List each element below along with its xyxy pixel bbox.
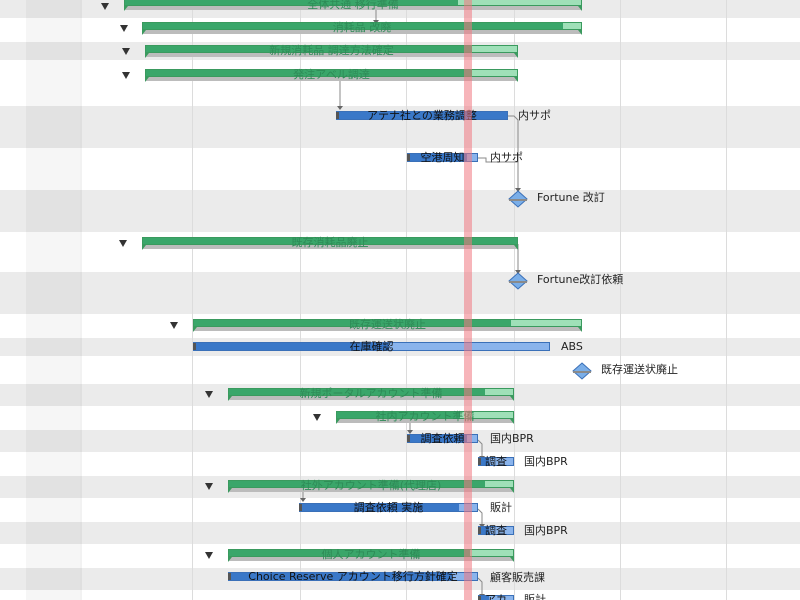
task-label: 調査 (485, 524, 507, 537)
task-resource: ABS (561, 340, 583, 353)
disclosure-triangle-down-icon[interactable] (101, 3, 109, 10)
task-label: 調査 (485, 455, 507, 468)
summary-bar[interactable] (228, 549, 514, 562)
milestone-diamond-icon[interactable] (572, 362, 592, 380)
task-progress (479, 527, 490, 534)
timeline-gridline (514, 0, 515, 600)
summary-label: 発注アベル調達 (293, 68, 370, 81)
task-resource: 内サポ (490, 151, 523, 164)
summary-label: 新規消耗品 調達方法確定 (269, 44, 394, 57)
summary-progress (143, 23, 564, 29)
task-label: Choice Reserve アカウント移行方針確定 (248, 570, 458, 583)
summary-label: 全体共通 移行準備 (307, 0, 399, 11)
task-label: アカ (485, 593, 507, 600)
task-resource: 国内BPR (524, 455, 568, 468)
today-marker (464, 0, 472, 600)
task-progress (229, 573, 453, 580)
summary-progress (146, 70, 473, 76)
timeline-gridline (300, 0, 301, 600)
disclosure-triangle-down-icon[interactable] (122, 48, 130, 55)
summary-progress (229, 550, 471, 556)
task-bar[interactable] (478, 457, 514, 466)
disclosure-triangle-down-icon[interactable] (205, 483, 213, 490)
task-progress (408, 435, 467, 442)
milestone-label: Fortune 改訂 (537, 191, 605, 204)
milestone-label: 既存運送状廃止 (601, 363, 678, 376)
task-label: 調査依頼 実施 (353, 501, 424, 514)
task-bar[interactable] (193, 342, 550, 351)
milestone-label: Fortune改訂依頼 (537, 273, 624, 286)
summary-bar[interactable] (193, 319, 582, 332)
disclosure-triangle-down-icon[interactable] (205, 391, 213, 398)
row-background (0, 190, 800, 232)
task-progress (337, 112, 507, 119)
timeline-gridline (620, 0, 621, 600)
disclosure-triangle-down-icon[interactable] (170, 322, 178, 329)
task-bar[interactable] (478, 595, 514, 600)
summary-bar[interactable] (228, 480, 514, 493)
disclosure-triangle-down-icon[interactable] (120, 25, 128, 32)
task-resource: 販計 (490, 501, 512, 514)
task-bar[interactable] (478, 526, 514, 535)
summary-progress (229, 481, 485, 487)
outline-divider (80, 0, 82, 600)
task-label: 調査依頼 (420, 432, 465, 445)
task-bar[interactable] (299, 503, 478, 512)
disclosure-triangle-down-icon[interactable] (119, 240, 127, 247)
summary-bar[interactable] (145, 69, 518, 82)
summary-bar[interactable] (142, 237, 518, 250)
timeline-gridline (726, 0, 727, 600)
summary-label: 既存消耗品廃止 (291, 236, 369, 249)
milestone-diamond-icon[interactable] (508, 190, 528, 208)
summary-label: 社内アカウント準備 (375, 410, 475, 423)
milestone-diamond-icon[interactable] (508, 272, 528, 290)
task-bar[interactable] (336, 111, 508, 120)
summary-bar[interactable] (145, 45, 518, 58)
task-bar[interactable] (407, 153, 478, 162)
summary-label: 新規ポータルアカウント準備 (299, 387, 443, 400)
summary-label: 個人アカウント準備 (321, 548, 421, 561)
summary-label: 消耗品 改廃 (332, 21, 392, 34)
task-bar[interactable] (407, 434, 478, 443)
summary-progress (146, 46, 473, 52)
summary-bar[interactable] (228, 388, 514, 401)
row-background (0, 272, 800, 314)
disclosure-triangle-down-icon[interactable] (205, 552, 213, 559)
task-progress (300, 504, 460, 511)
task-resource: 国内BPR (524, 524, 568, 537)
summary-bar[interactable] (124, 0, 582, 11)
summary-progress (143, 238, 517, 244)
task-label: 空港周知 (420, 151, 465, 164)
timeline-gridline (192, 0, 193, 600)
task-progress (479, 596, 490, 600)
row-background (0, 430, 800, 452)
summary-progress (125, 0, 458, 5)
summary-bar[interactable] (336, 411, 514, 424)
task-label: 在庫確認 (349, 340, 394, 353)
summary-progress (229, 389, 485, 395)
task-progress (408, 154, 467, 161)
task-label: アテナ社との業務調整 (367, 109, 477, 122)
task-resource: 国内BPR (490, 432, 534, 445)
summary-label: 既存運送状廃止 (349, 318, 426, 331)
task-progress (479, 458, 490, 465)
summary-progress (337, 412, 461, 418)
task-bar[interactable] (228, 572, 478, 581)
row-background (0, 522, 800, 544)
summary-bar[interactable] (142, 22, 582, 35)
summary-label: 社外アカウント準備(代理店) (300, 479, 442, 492)
task-resource: 内サポ (518, 109, 551, 122)
task-resource: 販計 (524, 593, 546, 600)
timeline-gridline (406, 0, 407, 600)
task-progress (194, 343, 390, 350)
disclosure-triangle-down-icon[interactable] (313, 414, 321, 421)
task-resource: 顧客販売課 (490, 571, 545, 584)
summary-progress (194, 320, 512, 326)
disclosure-triangle-down-icon[interactable] (122, 72, 130, 79)
